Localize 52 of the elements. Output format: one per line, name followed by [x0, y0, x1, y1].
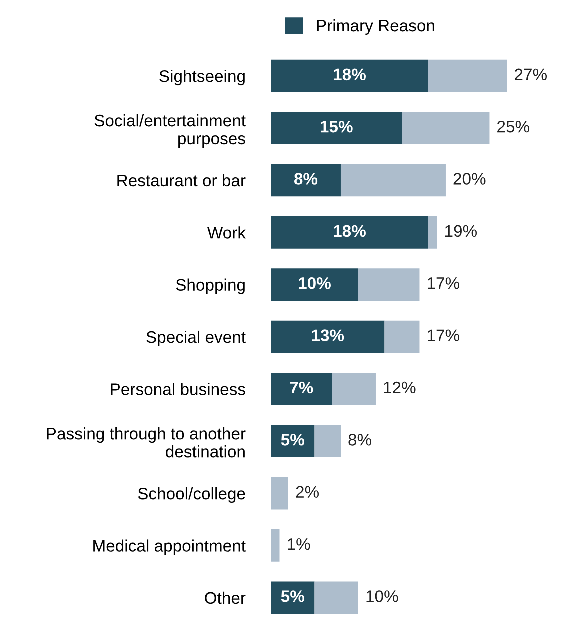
bar [271, 268, 358, 301]
data-label: 13% [312, 330, 344, 342]
y-tick-label: Special event [146, 330, 246, 346]
y-tick-label: Other [205, 592, 246, 604]
total-label: 20% [454, 173, 486, 185]
y-tick-label: Work [207, 226, 246, 239]
bar [271, 112, 402, 144]
total-label: 12% [384, 382, 416, 394]
bar [402, 112, 490, 144]
bar [314, 425, 341, 458]
data-label: 10% [299, 277, 331, 290]
bar [314, 582, 358, 614]
legend-label: Primary Reason [317, 19, 434, 35]
total-label: 17% [428, 330, 460, 342]
bar [332, 373, 376, 406]
data-label: 5% [281, 590, 304, 602]
y-tick-label: Social/entertainment purposes [94, 114, 246, 148]
data-label: 7% [290, 382, 314, 394]
bar [340, 164, 446, 197]
bar [271, 60, 428, 92]
bar [271, 164, 341, 197]
data-label: 18% [334, 68, 366, 81]
total-label: 19% [446, 225, 477, 238]
data-label: 8% [294, 173, 318, 185]
data-label: 15% [320, 120, 353, 133]
bar [271, 373, 332, 406]
y-tick-label: Passing through to another destination [47, 428, 246, 458]
bar [271, 477, 288, 510]
bar [428, 60, 508, 92]
bar [384, 320, 420, 354]
y-tick-label: School/college [138, 488, 246, 504]
bar [358, 268, 420, 301]
total-label: 2% [296, 486, 319, 498]
total-label: 8% [348, 434, 372, 446]
bar [271, 320, 385, 354]
y-tick-label: Restaurant or bar [118, 174, 246, 187]
bar [271, 425, 315, 458]
bar [428, 216, 438, 249]
bar [271, 216, 428, 249]
bar [271, 530, 280, 562]
bar [271, 582, 315, 614]
total-label: 10% [366, 590, 398, 602]
total-label: 25% [498, 120, 530, 133]
y-tick-label: Medical appointment [94, 540, 246, 556]
total-label: 17% [428, 278, 460, 290]
y-tick-label: Sightseeing [160, 70, 245, 86]
data-label: 5% [281, 434, 304, 446]
y-tick-label: Shopping [176, 278, 245, 294]
y-tick-label: Personal business [111, 383, 246, 396]
total-label: 27% [515, 68, 547, 80]
total-label: 1% [288, 538, 310, 550]
data-label: 18% [334, 225, 366, 238]
